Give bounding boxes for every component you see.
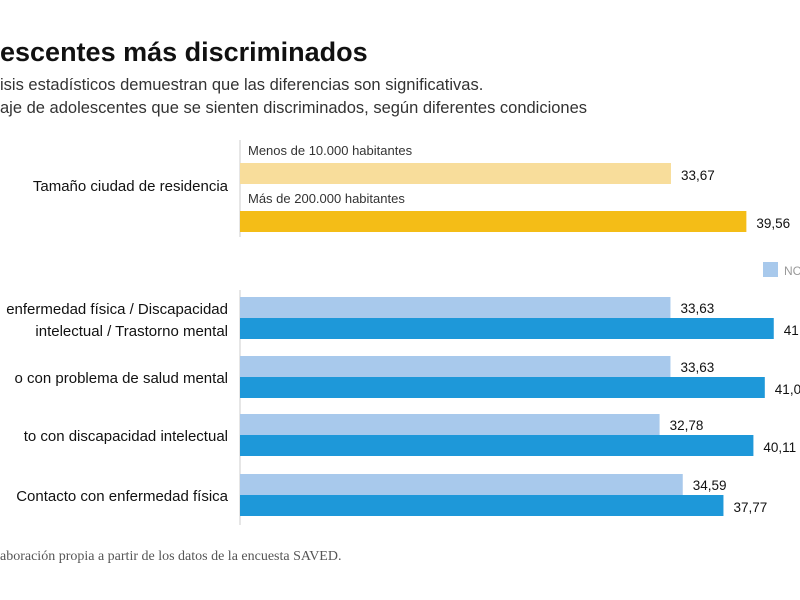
series-label: Menos de 10.000 habitantes xyxy=(248,143,413,158)
data-label: 39,56 xyxy=(756,216,790,231)
data-label: 33,63 xyxy=(680,360,714,375)
category-label: Tamaño ciudad de residencia xyxy=(33,178,229,195)
data-label: 33,63 xyxy=(680,301,714,316)
category-label: intelectual / Trastorno mental xyxy=(35,323,228,340)
data-label: 32,78 xyxy=(670,418,704,433)
data-label: 40,11 xyxy=(763,440,796,455)
bar xyxy=(240,211,747,232)
category-label: enfermedad física / Discapacidad xyxy=(6,301,228,318)
data-label: 33,67 xyxy=(681,168,715,183)
source-note: aboración propia a partir de los datos d… xyxy=(0,549,341,564)
data-label: 37,77 xyxy=(733,500,767,515)
bar xyxy=(240,474,683,495)
bar xyxy=(240,297,671,318)
category-label: Contacto con enfermedad física xyxy=(16,488,228,505)
bar xyxy=(240,318,774,339)
data-label: 41,0 xyxy=(775,382,800,397)
chart-title: escentes más discriminados xyxy=(0,37,368,67)
data-label: 41,7 xyxy=(784,323,800,338)
bar xyxy=(240,356,671,377)
bar xyxy=(240,414,660,435)
bar xyxy=(240,163,671,184)
legend-swatch xyxy=(763,262,778,277)
subtitle-line-2: aje de adolescentes que se sienten discr… xyxy=(0,99,587,117)
bar xyxy=(240,377,765,398)
subtitle-line-1: isis estadísticos demuestran que las dif… xyxy=(0,76,483,94)
data-label: 34,59 xyxy=(693,478,727,493)
category-label: o con problema de salud mental xyxy=(15,370,228,387)
bar xyxy=(240,435,754,456)
category-label: to con discapacidad intelectual xyxy=(24,428,228,445)
series-label: Más de 200.000 habitantes xyxy=(248,191,405,206)
bar xyxy=(240,495,724,516)
legend-label: NC xyxy=(784,264,800,278)
